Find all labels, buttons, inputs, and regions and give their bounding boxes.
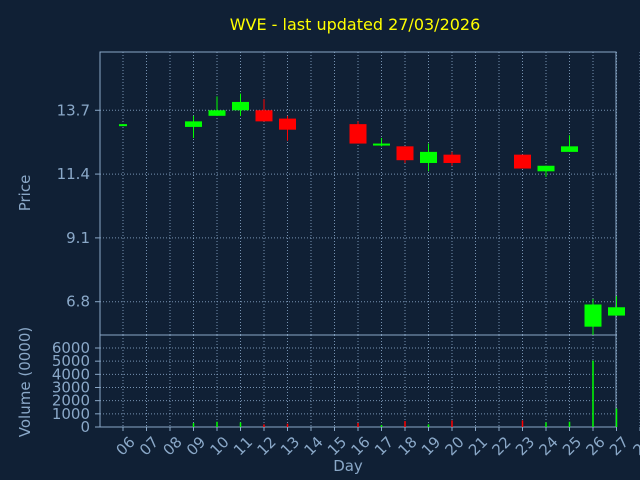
day-tick-label: 24 (536, 433, 562, 459)
candle-body (185, 121, 202, 127)
candle-body (420, 151, 437, 163)
volume-bar (216, 421, 218, 427)
candle-body (119, 124, 127, 127)
candle-body (537, 165, 555, 172)
volume-bar (286, 423, 289, 427)
day-tick-label: 15 (324, 433, 350, 459)
candle-body (561, 146, 578, 152)
day-tick-label: 08 (160, 433, 186, 459)
day-tick-label: 19 (418, 433, 444, 459)
day-tick-label: 12 (254, 433, 280, 459)
candle-body (232, 101, 249, 111)
chart-title: WVE - last updated 27/03/2026 (230, 15, 481, 34)
volume-axis-label: Volume (0000) (16, 327, 34, 437)
volume-bar (545, 422, 547, 427)
volume-bar (357, 423, 359, 427)
day-tick-label: 14 (301, 433, 327, 459)
candle-body (514, 154, 531, 169)
volume-bar (404, 421, 406, 427)
day-tick-label: 06 (113, 433, 139, 459)
x-axis-label: Day (333, 457, 363, 475)
candle-body (255, 110, 273, 122)
day-tick-label: 13 (277, 433, 303, 459)
price-grid (100, 52, 640, 335)
day-tick-label: 16 (348, 433, 374, 459)
volume-bar (568, 421, 571, 427)
volume-bar (451, 420, 453, 427)
day-tick-label: 20 (442, 433, 468, 459)
price-axis-label: Price (16, 175, 34, 212)
volume-bar (192, 423, 195, 427)
volume-bar (521, 420, 524, 427)
candles (119, 93, 625, 335)
volume-bars (192, 360, 618, 427)
day-tick-labels: 0607080910111213141516171819202122232425… (113, 427, 640, 459)
volume-tick-label: 2000 (52, 392, 90, 410)
day-tick-label: 23 (512, 433, 538, 459)
day-tick-label: 27 (606, 433, 632, 459)
candle-body (349, 124, 367, 144)
volume-tick-label: 3000 (52, 379, 90, 397)
volume-bar (427, 424, 430, 427)
day-tick-label: 10 (207, 433, 233, 459)
day-tick-label: 07 (136, 433, 162, 459)
price-tick-label: 11.4 (57, 165, 90, 183)
candle-body (279, 118, 296, 130)
volume-bar (592, 360, 594, 427)
volume-bar (380, 425, 383, 427)
price-tick-labels: 6.8 9.1 11.4 13.7 (57, 101, 100, 311)
price-tick-label: 13.7 (57, 101, 90, 119)
day-tick-label: 25 (559, 433, 585, 459)
day-tick-label: 22 (489, 433, 515, 459)
volume-tick-label: 1000 (52, 405, 90, 423)
day-tick-label: 11 (230, 433, 256, 459)
day-tick-label: 09 (183, 433, 209, 459)
volume-bar (263, 424, 265, 427)
day-tick-label: 28 (630, 433, 640, 459)
day-tick-label: 26 (583, 433, 609, 459)
volume-grid (100, 335, 640, 427)
candle-body (373, 143, 390, 146)
candle-body (584, 304, 602, 327)
volume-tick-label: 5000 (52, 352, 90, 370)
day-tick-label: 21 (465, 433, 491, 459)
volume-bar (615, 408, 618, 427)
day-tick-label: 17 (371, 433, 397, 459)
volume-tick-label: 6000 (52, 339, 90, 357)
price-tick-label: 9.1 (66, 229, 90, 247)
volume-bar (239, 422, 242, 427)
volume-tick-label: 0 (80, 418, 90, 436)
price-tick-label: 6.8 (66, 293, 90, 311)
candle-body (608, 307, 625, 316)
volume-tick-label: 4000 (52, 365, 90, 383)
candle-body (208, 110, 226, 116)
candle-body (443, 154, 461, 163)
candle-body (396, 146, 414, 161)
day-tick-label: 18 (395, 433, 421, 459)
